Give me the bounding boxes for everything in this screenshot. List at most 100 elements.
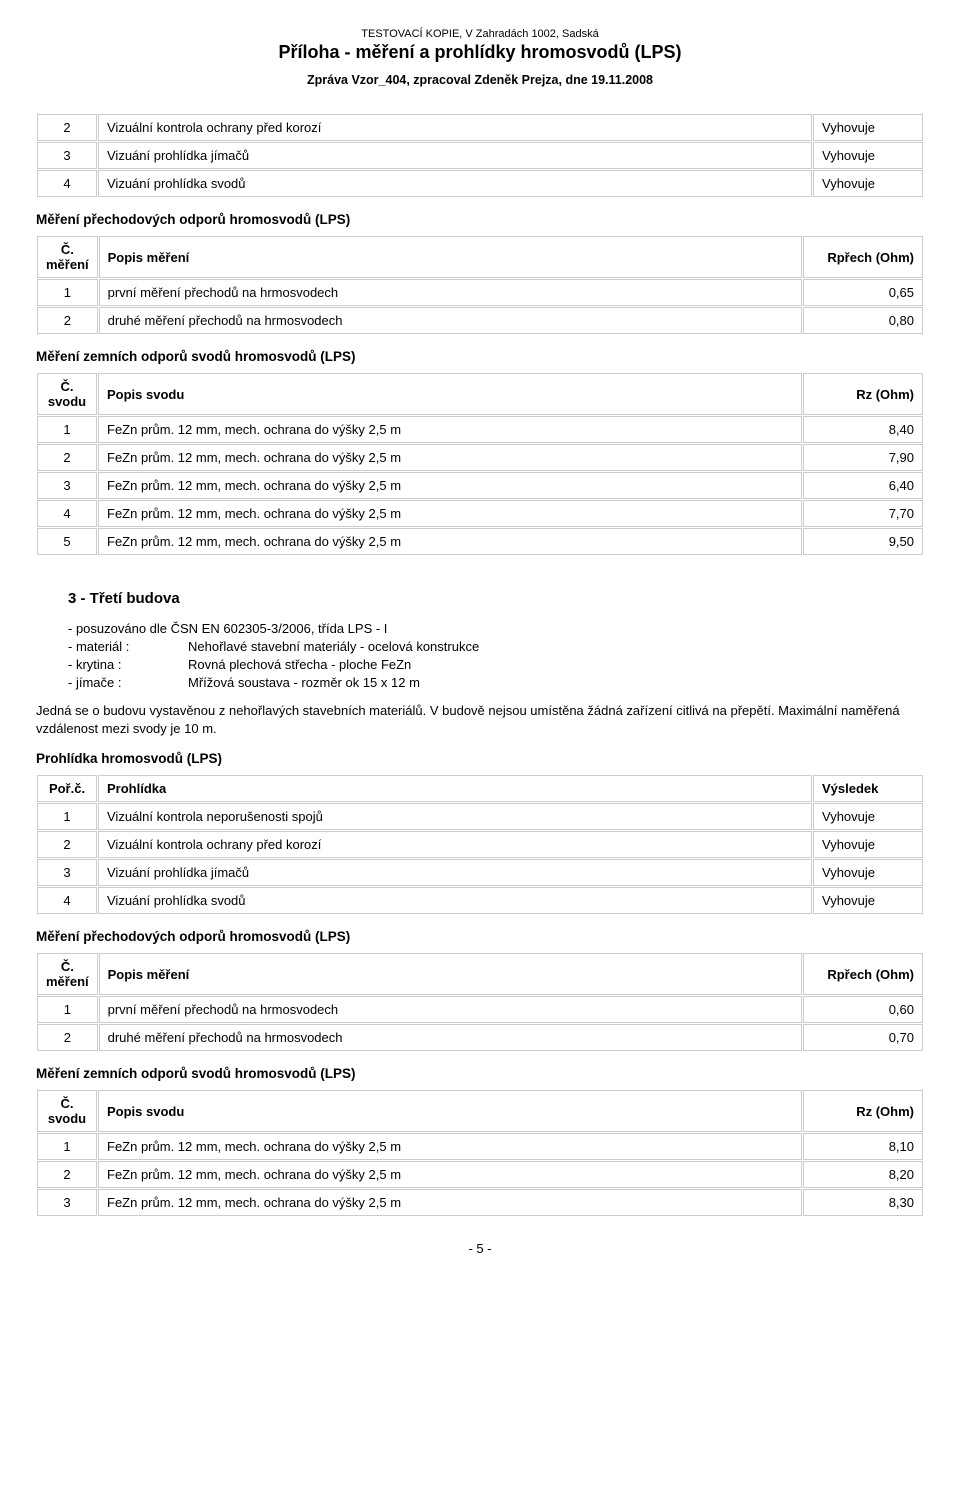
cell-value: 7,90 <box>803 444 923 471</box>
cell-result: Vyhovuje <box>813 803 923 830</box>
cell-num: 3 <box>37 472 97 499</box>
cell-value: 8,10 <box>803 1133 923 1160</box>
cell-desc: FeZn prům. 12 mm, mech. ochrana do výšky… <box>98 1133 802 1160</box>
inspection-table-1: 2Vizuální kontrola ochrany před korozíVy… <box>36 113 924 198</box>
hdr-mer-desc: Popis měření <box>99 236 802 278</box>
cell-num: 1 <box>37 803 97 830</box>
b3-eval: - posuzováno dle ČSN EN 602305-3/2006, t… <box>68 621 924 636</box>
cell-desc: FeZn prům. 12 mm, mech. ochrana do výšky… <box>98 1189 802 1216</box>
cell-desc: Vizuání prohlídka jímačů <box>98 142 812 169</box>
section-ground-resistance-2: Měření zemních odporů svodů hromosvodů (… <box>36 1066 924 1081</box>
page-number: - 5 - <box>36 1241 924 1256</box>
building3-heading: 3 - Třetí budova <box>36 590 924 607</box>
table-row: 2druhé měření přechodů na hrmosvodech0,8… <box>37 307 923 334</box>
cell-desc: Vizuání prohlídka svodů <box>98 887 812 914</box>
section-inspection: Prohlídka hromosvodů (LPS) <box>36 751 924 766</box>
page-title: Příloha - měření a prohlídky hromosvodů … <box>36 42 924 63</box>
svod-table-1: Č. svodu Popis svodu Rz (Ohm) 1FeZn prům… <box>36 372 924 556</box>
table-row: 1FeZn prům. 12 mm, mech. ochrana do výšk… <box>37 416 923 443</box>
cell-desc: Vizuální kontrola ochrany před korozí <box>98 114 812 141</box>
hdr-mer-num: Č. měření <box>37 236 98 278</box>
cell-result: Vyhovuje <box>813 859 923 886</box>
cell-num: 2 <box>37 444 97 471</box>
svod-table-2: Č. svodu Popis svodu Rz (Ohm) 1FeZn prům… <box>36 1089 924 1217</box>
cell-desc: FeZn prům. 12 mm, mech. ochrana do výšky… <box>98 500 802 527</box>
table-row: 4Vizuání prohlídka svodůVyhovuje <box>37 170 923 197</box>
transition-table-1: Č. měření Popis měření Rpřech (Ohm) 1prv… <box>36 235 924 335</box>
cell-value: 0,80 <box>803 307 923 334</box>
hdr-mer-num-2: Č. měření <box>37 953 98 995</box>
cell-value: 7,70 <box>803 500 923 527</box>
table-row: 4FeZn prům. 12 mm, mech. ochrana do výšk… <box>37 500 923 527</box>
hdr-sv-val: Rz (Ohm) <box>803 373 923 415</box>
cell-num: 1 <box>37 416 97 443</box>
table-row: 5FeZn prům. 12 mm, mech. ochrana do výšk… <box>37 528 923 555</box>
table-row: 2Vizuální kontrola ochrany před korozíVy… <box>37 114 923 141</box>
cell-desc: Vizuání prohlídka jímačů <box>98 859 812 886</box>
prop-value: Mřížová soustava - rozměr ok 15 x 12 m <box>188 675 420 690</box>
cell-value: 0,60 <box>803 996 923 1023</box>
hdr-sv-num-2: Č. svodu <box>37 1090 97 1132</box>
prop-label: - jímače : <box>68 675 188 690</box>
cell-num: 1 <box>37 279 98 306</box>
building3-note: Jedná se o budovu vystavěnou z nehořlavý… <box>36 702 924 737</box>
prop-value: Rovná plechová střecha - ploche FeZn <box>188 657 411 672</box>
hdr-pr-res: Výsledek <box>813 775 923 802</box>
building3-props: - posuzováno dle ČSN EN 602305-3/2006, t… <box>36 621 924 690</box>
table-row: 1FeZn prům. 12 mm, mech. ochrana do výšk… <box>37 1133 923 1160</box>
cell-desc: Vizuální kontrola neporušenosti spojů <box>98 803 812 830</box>
cell-desc: FeZn prům. 12 mm, mech. ochrana do výšky… <box>98 444 802 471</box>
cell-desc: FeZn prům. 12 mm, mech. ochrana do výšky… <box>98 1161 802 1188</box>
cell-desc: Vizuání prohlídka svodů <box>98 170 812 197</box>
cell-num: 1 <box>37 1133 97 1160</box>
table-row: 3FeZn prům. 12 mm, mech. ochrana do výšk… <box>37 1189 923 1216</box>
page-subtitle: Zpráva Vzor_404, zpracoval Zdeněk Prejza… <box>36 73 924 87</box>
hdr-mer-val-2: Rpřech (Ohm) <box>803 953 923 995</box>
cell-num: 1 <box>37 996 98 1023</box>
table-row: 1první měření přechodů na hrmosvodech0,6… <box>37 279 923 306</box>
transition-table-2: Č. měření Popis měření Rpřech (Ohm) 1prv… <box>36 952 924 1052</box>
cell-num: 2 <box>37 114 97 141</box>
cell-num: 2 <box>37 831 97 858</box>
table-row: 2FeZn prům. 12 mm, mech. ochrana do výšk… <box>37 1161 923 1188</box>
cell-num: 5 <box>37 528 97 555</box>
cell-desc: první měření přechodů na hrmosvodech <box>99 279 802 306</box>
hdr-pr-num: Poř.č. <box>37 775 97 802</box>
section-transition-resistance-2: Měření přechodových odporů hromosvodů (L… <box>36 929 924 944</box>
cell-desc: FeZn prům. 12 mm, mech. ochrana do výšky… <box>98 416 802 443</box>
cell-num: 2 <box>37 1161 97 1188</box>
prop-row: - jímače :Mřížová soustava - rozměr ok 1… <box>68 675 924 690</box>
cell-desc: první měření přechodů na hrmosvodech <box>99 996 802 1023</box>
table-row: 1první měření přechodů na hrmosvodech0,6… <box>37 996 923 1023</box>
cell-value: 8,30 <box>803 1189 923 1216</box>
hdr-sv-val-2: Rz (Ohm) <box>803 1090 923 1132</box>
cell-result: Vyhovuje <box>813 170 923 197</box>
prop-label: - krytina : <box>68 657 188 672</box>
cell-num: 3 <box>37 1189 97 1216</box>
inspection-table-2: Poř.č. Prohlídka Výsledek 1Vizuální kont… <box>36 774 924 915</box>
hdr-mer-desc-2: Popis měření <box>99 953 802 995</box>
hdr-mer-val: Rpřech (Ohm) <box>803 236 923 278</box>
cell-num: 3 <box>37 859 97 886</box>
hdr-sv-desc: Popis svodu <box>98 373 802 415</box>
table-row: 2Vizuální kontrola ochrany před korozíVy… <box>37 831 923 858</box>
prop-row: - krytina :Rovná plechová střecha - ploc… <box>68 657 924 672</box>
cell-num: 2 <box>37 1024 98 1051</box>
hdr-pr-desc: Prohlídka <box>98 775 812 802</box>
cell-value: 8,20 <box>803 1161 923 1188</box>
cell-result: Vyhovuje <box>813 887 923 914</box>
cell-num: 2 <box>37 307 98 334</box>
top-note: TESTOVACÍ KOPIE, V Zahradách 1002, Sadsk… <box>36 28 924 40</box>
cell-result: Vyhovuje <box>813 831 923 858</box>
cell-value: 9,50 <box>803 528 923 555</box>
cell-result: Vyhovuje <box>813 114 923 141</box>
cell-value: 6,40 <box>803 472 923 499</box>
cell-num: 4 <box>37 500 97 527</box>
prop-value: Nehořlavé stavební materiály - ocelová k… <box>188 639 479 654</box>
cell-desc: druhé měření přechodů na hrmosvodech <box>99 1024 802 1051</box>
section-transition-resistance: Měření přechodových odporů hromosvodů (L… <box>36 212 924 227</box>
table-row: 3Vizuání prohlídka jímačůVyhovuje <box>37 859 923 886</box>
cell-desc: Vizuální kontrola ochrany před korozí <box>98 831 812 858</box>
hdr-sv-num: Č. svodu <box>37 373 97 415</box>
hdr-sv-desc-2: Popis svodu <box>98 1090 802 1132</box>
